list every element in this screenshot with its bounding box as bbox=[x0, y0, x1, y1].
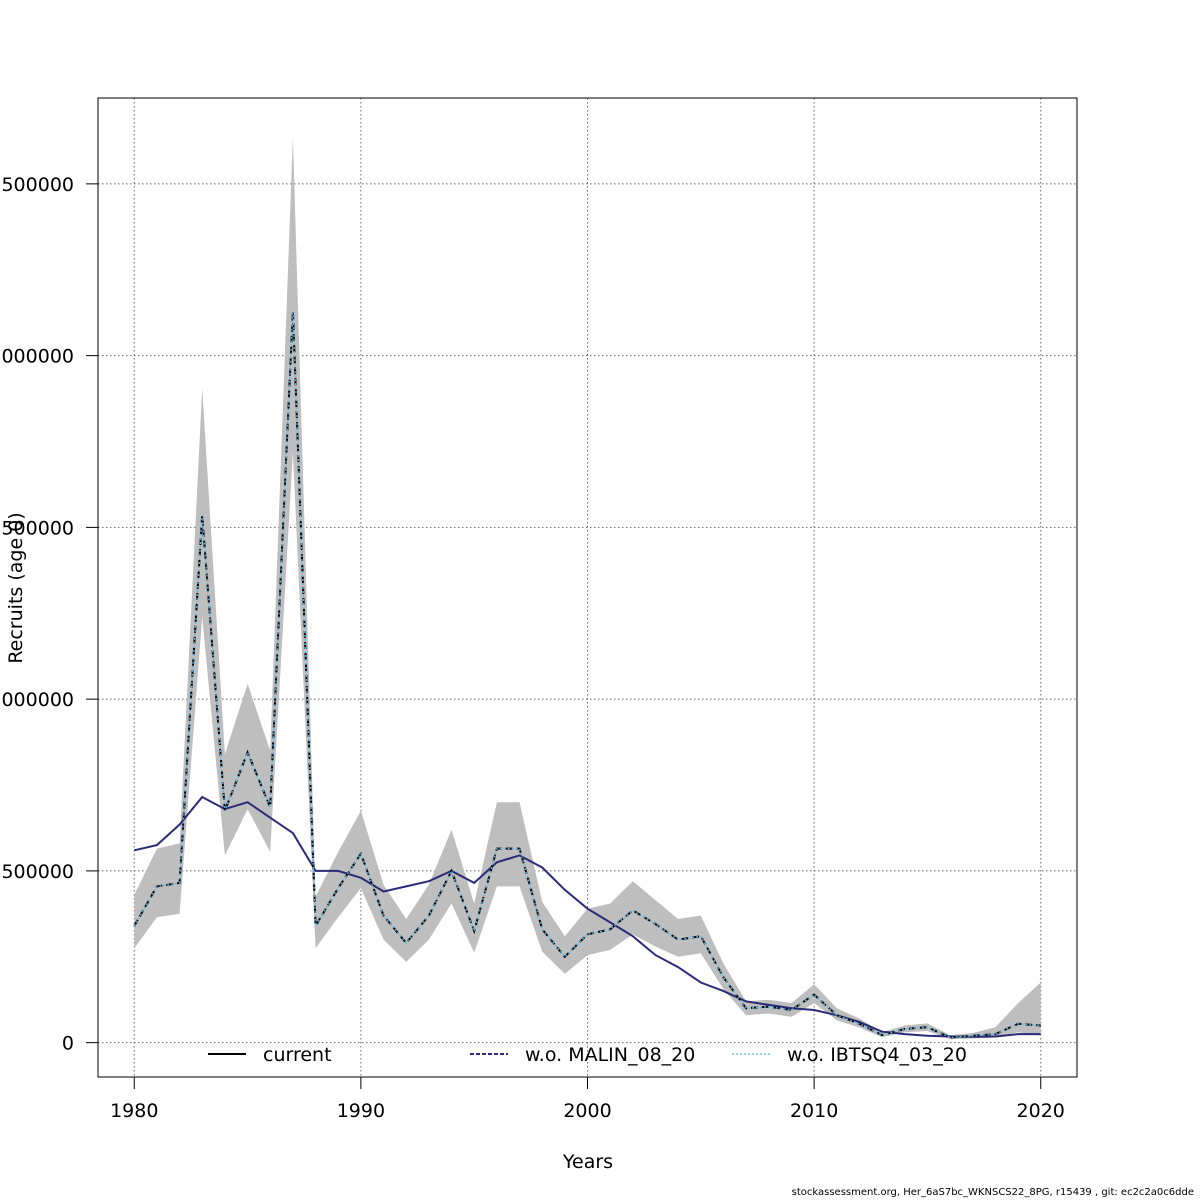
y-tick-label: 2000000 bbox=[0, 346, 74, 368]
legend-label: w.o. IBTSQ4_03_20 bbox=[787, 1044, 967, 1066]
y-tick-label: 500000 bbox=[1, 861, 74, 883]
legend-label: w.o. MALIN_08_20 bbox=[525, 1044, 695, 1066]
x-tick-label: 2020 bbox=[1017, 1100, 1065, 1122]
y-tick-label: 1000000 bbox=[0, 689, 74, 711]
footer-credit: stockassessment.org, Her_6aS7bc_WKNSCS22… bbox=[791, 1187, 1194, 1198]
x-tick-label: 1980 bbox=[110, 1100, 158, 1122]
y-tick-label: 1500000 bbox=[0, 517, 74, 539]
x-axis-label: Years bbox=[562, 1151, 613, 1173]
confidence-band-area bbox=[134, 137, 1041, 1040]
x-tick-label: 1990 bbox=[337, 1100, 385, 1122]
legend-label: current bbox=[263, 1044, 332, 1066]
y-axis-label: Recruits (age 0) bbox=[5, 512, 27, 663]
y-tick-label: 0 bbox=[62, 1033, 74, 1055]
legend: current w.o. MALIN_08_20 w.o. IBTSQ4_03_20 bbox=[208, 1044, 967, 1066]
y-tick-label: 2500000 bbox=[0, 174, 74, 196]
x-tick-label: 2000 bbox=[563, 1100, 611, 1122]
series-lines bbox=[133, 310, 1041, 1039]
confidence-band bbox=[134, 137, 1041, 1040]
grid-lines bbox=[98, 98, 1077, 1077]
axes: 1980 1990 2000 2010 2020 0 500000 1000000 150000… bbox=[0, 97, 1078, 1122]
x-tick-label: 2010 bbox=[790, 1100, 838, 1122]
series-line bbox=[133, 310, 1041, 1039]
